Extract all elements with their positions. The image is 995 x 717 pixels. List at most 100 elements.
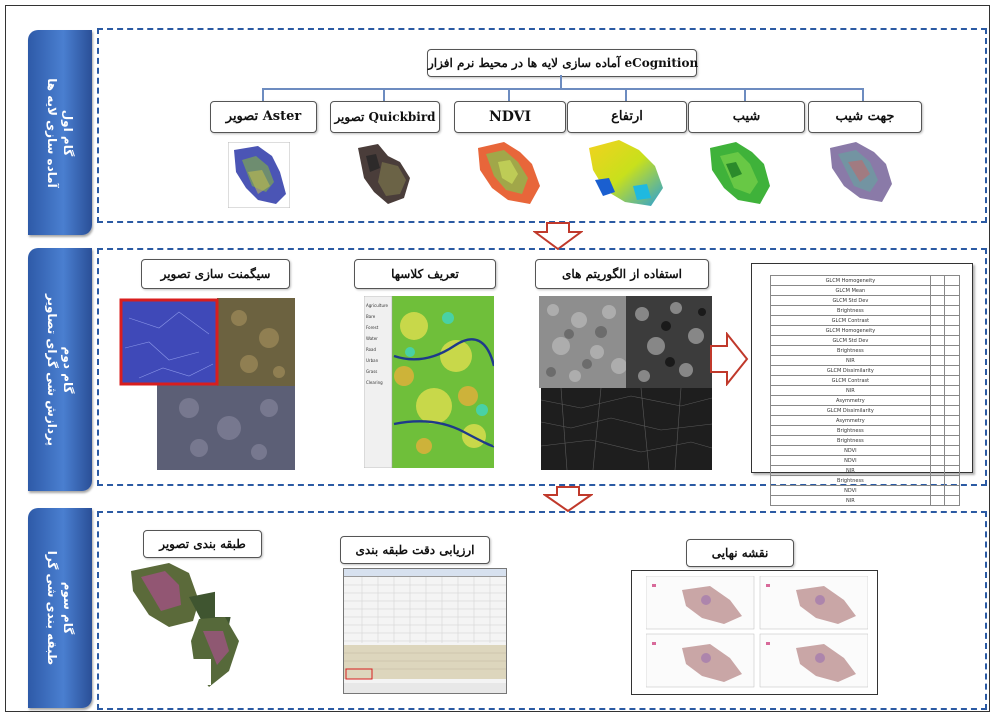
feature-table-row: GLCM Homogeneity	[770, 325, 960, 336]
class-item: Road	[366, 347, 377, 352]
feature-table-row: Brightness	[770, 305, 960, 316]
feature-table-cell	[944, 275, 960, 286]
ndvi-image-thumbnail	[478, 142, 540, 204]
stage-3-title: گام سوم طبقه بندی شی گرا	[45, 550, 75, 666]
feature-table-cell: GLCM Std Dev	[770, 335, 931, 346]
feature-table-cell	[944, 285, 960, 296]
feature-table-cell: Brightness	[770, 435, 931, 446]
layer-aster: تصویر Aster	[210, 101, 317, 133]
feature-table-cell	[944, 475, 960, 486]
feature-table-cell: NIR	[770, 495, 931, 506]
feature-table-cell	[944, 405, 960, 416]
accuracy-assessment-window	[343, 568, 507, 694]
class-item: Forest	[366, 325, 379, 330]
define-classes-label: تعریف کلاسها	[354, 259, 496, 289]
segmentation-label: سیگمنت سازی تصویر	[141, 259, 290, 289]
feature-table-cell	[929, 435, 946, 446]
feature-table-row: NIR	[770, 465, 960, 476]
tree-drop-5	[744, 88, 746, 102]
down-arrow-2-icon	[543, 486, 593, 512]
tree-drop-1	[262, 88, 264, 102]
right-arrow-icon	[710, 332, 749, 386]
figure-frame	[5, 5, 990, 712]
feature-table-row: GLCM Dissimilarity	[770, 405, 960, 416]
feature-table-cell	[944, 365, 960, 376]
window-titlebar	[344, 569, 506, 577]
layer-quickbird: تصویر Quickbird	[330, 101, 440, 133]
tree-drop-3	[508, 88, 510, 102]
feature-table-row: NDVI	[770, 485, 960, 496]
tree-drop-6	[862, 88, 864, 102]
algorithm-image-segments	[541, 388, 712, 470]
feature-table-cell	[944, 335, 960, 346]
feature-table-cell: NIR	[770, 355, 931, 366]
algorithm-image-texture	[539, 296, 629, 388]
feature-table-cell	[929, 325, 946, 336]
algorithm-image-brightness	[626, 296, 712, 388]
segmentation-image	[119, 298, 295, 470]
feature-table-row: GLCM Mean	[770, 285, 960, 296]
feature-table-cell	[929, 305, 946, 316]
feature-table-cell: Brightness	[770, 475, 931, 486]
feature-table-cell: NDVI	[770, 455, 931, 466]
feature-table-cell: Brightness	[770, 345, 931, 356]
ecognition-header: آماده سازی لایه ها در محیط نرم افزار eCo…	[427, 49, 698, 77]
feature-table-cell: NIR	[770, 465, 931, 476]
feature-table-cell	[944, 355, 960, 366]
feature-table-cell	[929, 455, 946, 466]
feature-table-cell: GLCM Dissimilarity	[770, 405, 931, 416]
feature-table-cell	[944, 465, 960, 476]
feature-table-cell: GLCM Contrast	[770, 375, 931, 386]
feature-table-row: NIR	[770, 355, 960, 366]
feature-table-row: Asymmetry	[770, 395, 960, 406]
class-definition-image	[364, 296, 494, 468]
feature-table-row: GLCM Contrast	[770, 375, 960, 386]
feature-table-cell: NDVI	[770, 445, 931, 456]
feature-table-cell	[944, 295, 960, 306]
feature-table-cell	[944, 435, 960, 446]
stage-1-title: گام اول آماده سازی لایه ها	[45, 77, 75, 188]
classification-label: طبقه بندی تصویر	[143, 530, 262, 558]
feature-table-row: Brightness	[770, 425, 960, 436]
feature-table-cell: GLCM Std Dev	[770, 295, 931, 306]
feature-table-cell	[944, 415, 960, 426]
feature-table-cell	[929, 445, 946, 456]
final-map-panels	[646, 576, 868, 688]
feature-table-cell: GLCM Mean	[770, 285, 931, 296]
accuracy-label: ارزیابی دقت طبقه بندی	[340, 536, 490, 564]
stage-3-tab: گام سوم طبقه بندی شی گرا	[28, 508, 92, 708]
feature-table-row: GLCM Homogeneity	[770, 275, 960, 286]
feature-table-cell: Asymmetry	[770, 415, 931, 426]
algorithms-label: استفاده از الگوریتم های	[535, 259, 709, 289]
feature-table-cell	[929, 495, 946, 506]
tree-bar	[262, 88, 863, 90]
feature-table-cell: Brightness	[770, 305, 931, 316]
classified-map-image	[131, 563, 239, 687]
class-item: Urban	[366, 358, 379, 363]
feature-table-cell	[944, 495, 960, 506]
error-matrix	[344, 577, 506, 693]
feature-table-cell	[929, 285, 946, 296]
feature-table-cell: GLCM Homogeneity	[770, 275, 931, 286]
feature-table-cell	[944, 445, 960, 456]
feature-table-cell	[944, 485, 960, 496]
feature-table-cell	[944, 325, 960, 336]
feature-table-cell	[929, 295, 946, 306]
slope-image-thumbnail	[710, 142, 770, 204]
class-item: Agriculture	[366, 303, 388, 308]
tree-stem	[560, 75, 562, 89]
feature-table-cell	[929, 475, 946, 486]
stage-2-tab: گام دوم پردازش شی گرای تصاویر	[28, 248, 92, 491]
tree-drop-4	[625, 88, 627, 102]
feature-table-row: NDVI	[770, 445, 960, 456]
feature-table-cell	[929, 335, 946, 346]
elevation-image-thumbnail	[589, 140, 663, 206]
feature-table-cell	[929, 275, 946, 286]
feature-table-cell: GLCM Homogeneity	[770, 325, 931, 336]
layer-aspect: جهت شیب	[808, 101, 922, 133]
feature-table-row: Brightness	[770, 345, 960, 356]
stage-2-panel	[97, 248, 987, 486]
final-map-label: نقشه نهایی	[686, 539, 794, 567]
feature-table-row: Asymmetry	[770, 415, 960, 426]
stage-3-panel	[97, 511, 987, 710]
